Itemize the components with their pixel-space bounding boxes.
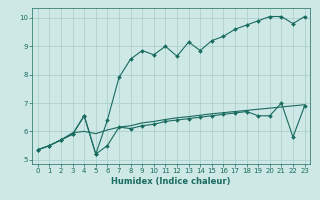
X-axis label: Humidex (Indice chaleur): Humidex (Indice chaleur) (111, 177, 231, 186)
